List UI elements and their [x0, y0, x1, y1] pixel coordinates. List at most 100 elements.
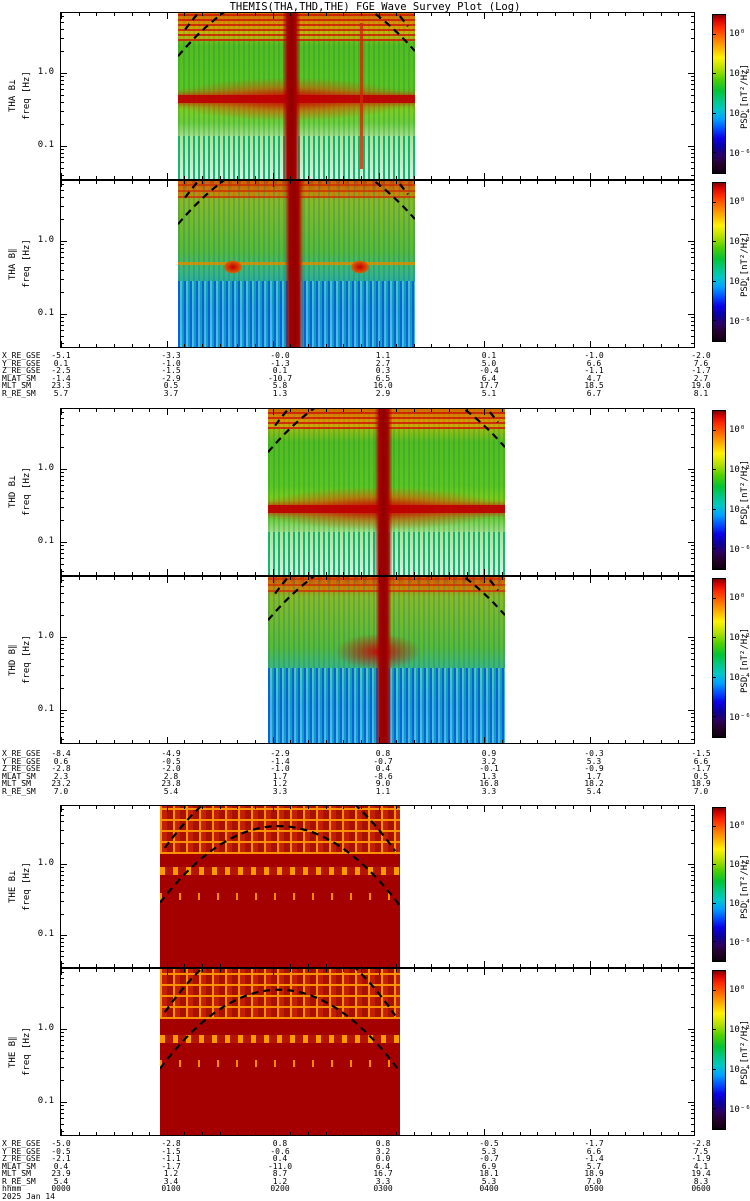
x-tick	[467, 577, 468, 580]
ytick-label: 1.0	[37, 462, 54, 473]
eph-value: 23.9	[51, 1169, 71, 1178]
y-tick	[691, 821, 694, 822]
y-tick	[61, 1032, 64, 1033]
eph-value: 9.0	[375, 779, 391, 788]
y-tick	[61, 688, 64, 689]
plot-area-3	[60, 576, 695, 744]
y-tick	[691, 717, 694, 718]
x-tick	[449, 409, 450, 412]
x-tick	[555, 1132, 556, 1135]
x-tick	[255, 1132, 256, 1135]
eph-value: -0.1	[479, 764, 499, 773]
y-tick	[61, 809, 64, 810]
x-tick	[396, 806, 397, 809]
x-tick	[96, 740, 97, 743]
x-tick	[573, 806, 574, 809]
y-tick	[61, 1067, 64, 1068]
x-tick	[361, 964, 362, 967]
x-tick	[202, 409, 203, 412]
x-tick	[79, 344, 80, 347]
x-tick	[467, 740, 468, 743]
y-tick	[61, 1045, 64, 1046]
x-tick	[237, 740, 238, 743]
y-tick	[691, 809, 694, 810]
y-tick	[691, 168, 694, 169]
eph-value: 6.6	[586, 1146, 602, 1156]
x-tick	[678, 13, 679, 16]
eph-value: -0.9	[584, 764, 604, 773]
y-tick	[61, 22, 64, 23]
ytick-label: 1.0	[37, 858, 54, 869]
x-tick	[431, 176, 432, 179]
y-tick	[691, 102, 694, 103]
time-tick-label: 0300	[373, 1184, 393, 1193]
x-tick	[625, 1132, 626, 1135]
eph-row-label: MLT_SM	[2, 779, 31, 788]
colorbar-5	[712, 970, 726, 1130]
x-tick	[79, 740, 80, 743]
y-tick	[691, 321, 694, 322]
x-tick	[467, 176, 468, 179]
y-tick	[691, 1036, 694, 1037]
y-tick	[688, 1029, 694, 1030]
x-tick	[502, 969, 503, 972]
y-tick	[691, 549, 694, 550]
eph-value: 3.3	[481, 786, 497, 796]
y-tick	[691, 739, 694, 740]
x-tick	[449, 1132, 450, 1135]
y-tick	[691, 640, 694, 641]
x-tick	[237, 969, 238, 972]
eph-value: 0.1	[481, 351, 497, 360]
y-tick	[61, 1102, 67, 1103]
x-tick	[202, 176, 203, 179]
x-tick	[326, 344, 327, 347]
x-tick	[255, 176, 256, 179]
time-tick-label: 0000	[51, 1184, 71, 1193]
x-tick	[220, 806, 221, 809]
x-tick	[96, 806, 97, 809]
x-tick	[290, 740, 291, 743]
x-tick	[555, 344, 556, 347]
y-tick	[61, 252, 64, 253]
y-tick	[691, 602, 694, 603]
x-tick	[220, 409, 221, 412]
eph-value: -2.9	[161, 373, 181, 383]
y-tick	[61, 146, 67, 147]
y-tick	[61, 162, 64, 163]
y-tick	[691, 1067, 694, 1068]
spectrogram-5	[160, 969, 400, 1135]
x-tick	[502, 176, 503, 179]
x-tick	[573, 409, 574, 412]
eph-value: -5.0	[51, 1139, 71, 1148]
x-tick	[678, 409, 679, 412]
y-tick	[691, 648, 694, 649]
eph-value: 1.1	[375, 786, 391, 796]
gyrofrequency-arcs	[160, 806, 400, 967]
colorbar-tick	[713, 989, 716, 991]
eph-value: 5.0	[481, 358, 497, 368]
y-tick	[61, 317, 64, 318]
eph-value: -1.3	[270, 358, 290, 368]
x-tick	[484, 806, 485, 812]
x-tick	[396, 344, 397, 347]
y-tick	[61, 815, 64, 816]
y-tick	[61, 580, 64, 581]
x-tick	[255, 577, 256, 580]
x-tick	[414, 344, 415, 347]
eph-value: 4.1	[693, 1161, 709, 1171]
y-tick	[61, 739, 64, 740]
x-tick	[220, 181, 221, 184]
x-tick	[608, 176, 609, 179]
x-tick	[643, 181, 644, 184]
x-tick	[396, 572, 397, 575]
x-tick	[520, 181, 521, 184]
x-tick	[661, 969, 662, 972]
x-tick	[396, 176, 397, 179]
x-tick	[361, 409, 362, 412]
x-tick	[555, 572, 556, 575]
ytick-label: 1.0	[37, 630, 54, 641]
x-tick	[396, 1132, 397, 1135]
x-tick	[608, 740, 609, 743]
y-tick	[61, 637, 67, 638]
x-tick	[520, 577, 521, 580]
